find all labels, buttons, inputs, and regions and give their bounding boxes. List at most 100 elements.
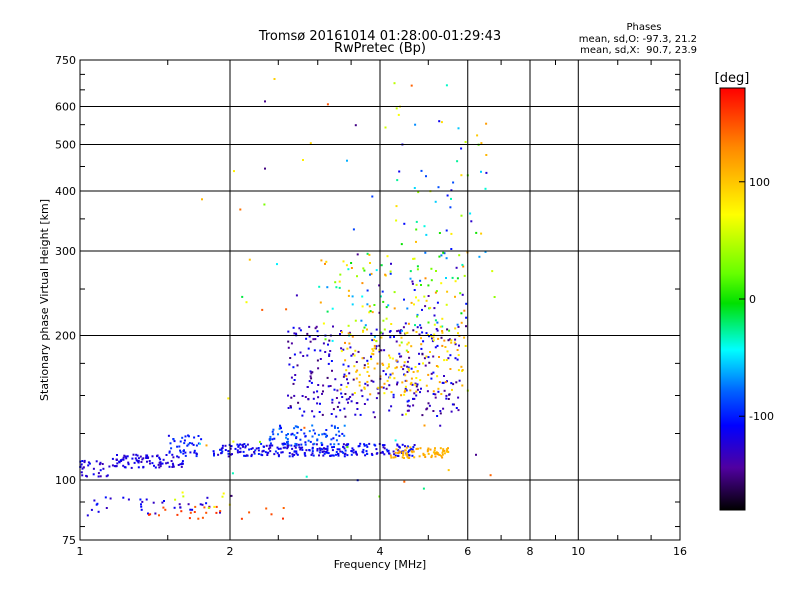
data-point — [221, 447, 224, 449]
data-point — [406, 365, 409, 368]
data-point — [380, 349, 383, 352]
data-point — [375, 347, 377, 350]
data-point — [293, 453, 296, 456]
data-point — [179, 451, 182, 454]
data-point — [331, 454, 334, 457]
data-point — [347, 289, 350, 292]
data-point — [447, 451, 450, 453]
data-point — [346, 454, 349, 457]
data-point — [274, 450, 277, 453]
data-point — [412, 329, 415, 332]
data-point — [123, 454, 126, 457]
data-point — [366, 453, 369, 455]
data-point — [239, 447, 242, 450]
data-point — [310, 377, 313, 380]
data-point — [414, 382, 417, 385]
data-point — [146, 454, 149, 457]
data-point — [402, 326, 405, 329]
data-point — [344, 452, 347, 455]
data-point — [330, 438, 333, 441]
data-point — [127, 498, 130, 501]
data-point — [352, 228, 355, 231]
data-point — [146, 460, 148, 463]
data-point — [422, 340, 425, 343]
data-point — [464, 141, 467, 143]
data-point — [240, 517, 243, 520]
data-point — [484, 187, 487, 190]
data-point — [295, 332, 298, 335]
data-point — [188, 517, 191, 520]
data-point — [368, 374, 371, 377]
data-point — [458, 379, 461, 382]
data-point — [434, 452, 437, 455]
data-point — [342, 446, 345, 449]
x-tick-label: 8 — [527, 545, 534, 558]
data-point — [212, 450, 215, 453]
data-point — [243, 454, 246, 457]
data-point — [132, 453, 135, 456]
data-point — [311, 410, 314, 413]
data-point — [395, 340, 398, 343]
data-point — [424, 456, 427, 458]
data-point — [403, 361, 406, 364]
data-point — [357, 350, 360, 353]
data-point — [362, 329, 365, 332]
data-point — [445, 229, 448, 232]
data-point — [420, 284, 422, 286]
data-point — [285, 436, 288, 439]
data-point — [343, 455, 346, 458]
data-point — [250, 455, 253, 458]
data-point — [401, 381, 404, 384]
data-point — [340, 330, 343, 332]
data-point — [356, 453, 358, 456]
data-point — [115, 465, 118, 468]
data-point — [279, 425, 282, 428]
data-point — [425, 408, 428, 411]
data-point — [432, 390, 435, 393]
data-point — [422, 362, 424, 365]
data-point — [395, 366, 398, 369]
data-point — [290, 376, 293, 379]
data-point — [161, 462, 164, 465]
data-point — [92, 473, 95, 476]
data-point — [380, 264, 383, 267]
data-point — [277, 455, 280, 458]
data-point — [320, 444, 323, 446]
data-point — [344, 415, 347, 418]
data-point — [447, 357, 450, 360]
data-point — [454, 327, 457, 330]
data-point — [475, 231, 478, 234]
data-point — [342, 451, 345, 454]
data-point — [338, 280, 341, 283]
data-point — [325, 260, 328, 263]
data-point — [375, 340, 378, 342]
data-point — [346, 444, 349, 447]
data-point — [339, 273, 342, 276]
data-point — [366, 359, 369, 362]
data-point — [171, 466, 174, 468]
data-point — [301, 414, 304, 417]
data-point — [380, 386, 383, 389]
data-point — [304, 454, 307, 457]
data-point — [331, 339, 334, 342]
data-point — [118, 461, 121, 464]
data-point — [398, 344, 401, 347]
data-point — [441, 330, 444, 332]
data-point — [391, 357, 394, 360]
colorbar-ticks: 100 0 -100 — [739, 176, 774, 423]
y-tick-label: 100 — [55, 474, 76, 487]
colorbar-tick-label: 100 — [749, 176, 770, 189]
data-point — [419, 279, 422, 282]
data-point — [345, 264, 348, 267]
data-point — [268, 447, 270, 450]
data-point — [395, 448, 398, 451]
data-point — [440, 455, 443, 458]
data-point — [287, 440, 289, 443]
data-point — [362, 451, 365, 454]
data-point — [343, 434, 346, 437]
data-point — [400, 355, 403, 358]
data-point — [390, 391, 393, 394]
data-point — [293, 353, 296, 356]
data-point — [267, 451, 270, 454]
data-point — [362, 357, 365, 360]
